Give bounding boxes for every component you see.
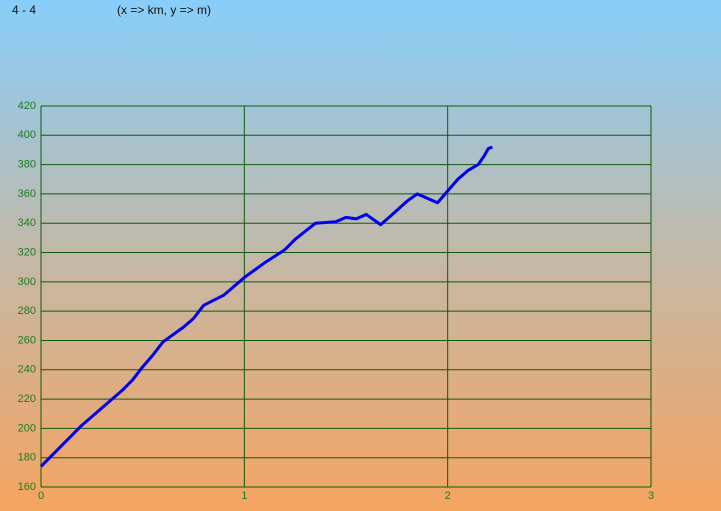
x-tick-label: 3 [648,490,654,502]
y-tick-label: 160 [18,481,36,493]
chart-subtitle: (x => km, y => m) [117,3,211,17]
y-tick-label: 360 [18,188,36,200]
y-tick-label: 180 [18,452,36,464]
y-tick-label: 240 [18,364,36,376]
data-line [39,145,493,468]
y-tick-label: 200 [18,422,36,434]
chart-title: 4 - 4 [12,3,36,17]
x-tick-label: 2 [445,490,451,502]
y-tick-label: 220 [18,393,36,405]
y-tick-label: 340 [18,217,36,229]
y-tick-label: 300 [18,276,36,288]
y-tick-label: 320 [18,246,36,258]
x-tick-label: 1 [241,490,247,502]
y-tick-label: 260 [18,334,36,346]
y-tick-label: 420 [18,100,36,112]
y-tick-label: 380 [18,159,36,171]
y-tick-label: 280 [18,305,36,317]
y-tick-label: 400 [18,129,36,141]
x-tick-label: 0 [38,490,44,502]
